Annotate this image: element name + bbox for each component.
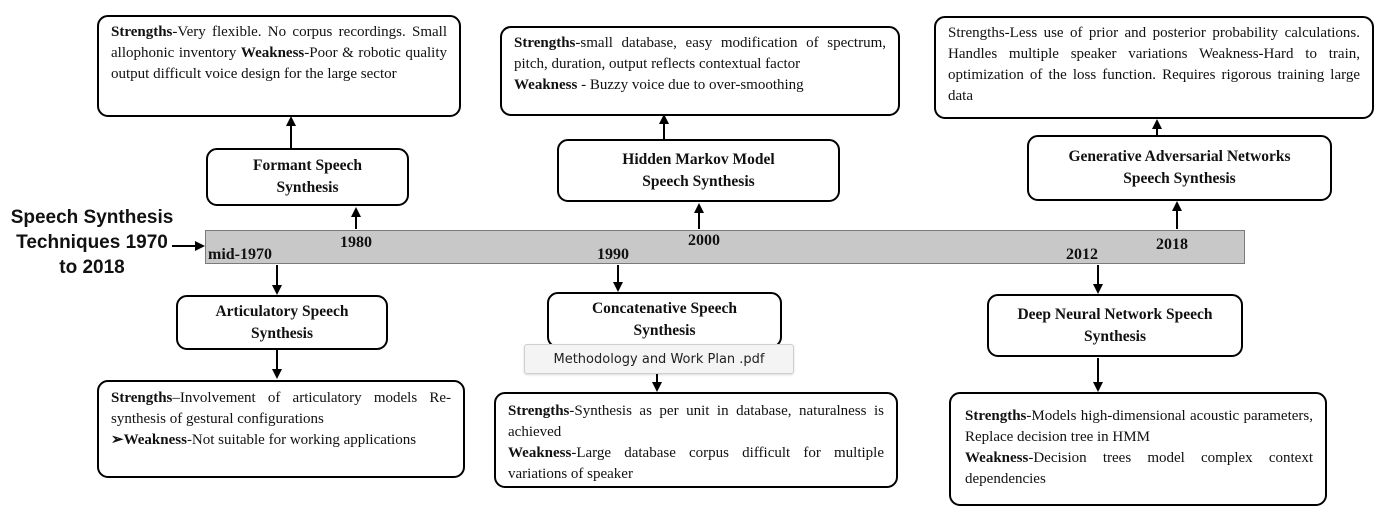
dnn-strengths-label: Strengths [965,408,1027,424]
articulatory-strengths-text: –Involvement of articulatory models Re-s… [111,390,451,427]
year-label-1980: 1980 [340,234,372,251]
hmm-title-line-2: Speech Synthesis [642,172,755,190]
concatenative-weakness-text: -Large database corpus difficult for mul… [508,445,884,482]
articulatory-title-line-2: Synthesis [250,324,313,342]
formant-weakness-label: Weakness [240,45,305,61]
hmm-title-line-1: Hidden Markov Model [622,150,775,168]
hmm-strengths-text: -small database, easy modification of sp… [514,35,886,72]
dnn-technique-box: Deep Neural Network Speech Synthesis [987,294,1243,357]
articulatory-strengths-label: Strengths [111,390,173,406]
dnn-strengths-text: -Models high-dimensional acoustic parame… [965,408,1313,445]
articulatory-details-box: Strengths–Involvement of articulatory mo… [97,380,465,478]
year-label-2000: 2000 [688,232,720,249]
gan-title-line-2: Speech Synthesis [1123,170,1236,187]
articulatory-weakness-label: Weakness [123,432,187,448]
year-label-2018: 2018 [1156,236,1188,253]
year-label-mid-1970: mid-1970 [208,246,272,263]
gan-technique-box: Generative Adversarial Networks Speech S… [1027,135,1332,201]
formant-technique-box: Formant Speech Synthesis [206,148,409,206]
articulatory-technique-box: Articulatory Speech Synthesis [176,295,388,350]
formant-strengths-text: -Very flexible. No corpus recordings. Sm… [111,24,447,61]
concatenative-weakness-label: Weakness [508,445,572,461]
articulatory-weakness-text: -Not suitable for working applications [186,432,417,448]
dnn-weakness-text: -Decision trees model complex context de… [965,450,1313,487]
file-name-tooltip: Methodology and Work Plan .pdf [524,344,794,374]
concatenative-title-line-2: Synthesis [633,322,696,339]
dnn-details-box: Strengths-Models high-dimensional acoust… [949,392,1327,506]
concatenative-details-box: Strengths-Synthesis as per unit in datab… [494,392,898,488]
gan-details-box: Strengths-Less use of prior and posterio… [934,16,1374,119]
hmm-strengths-label: Strengths [514,35,576,51]
formant-details-box: Strengths-Very flexible. No corpus recor… [97,15,461,117]
gan-details-text: Strengths-Less use of prior and posterio… [948,25,1360,104]
hmm-weakness-label: Weakness [514,77,578,93]
formant-strengths-label: Strengths [111,24,173,40]
hmm-technique-box: Hidden Markov Model Speech Synthesis [557,139,840,202]
concatenative-technique-box: Concatenative Speech Synthesis [547,292,782,348]
articulatory-title-line-1: Articulatory Speech [215,302,349,320]
hmm-weakness-text: - Buzzy voice due to over-smoothing [577,77,804,93]
title-line-1: Speech Synthesis [10,207,174,228]
title-line-2: Techniques 1970 [16,232,168,253]
dnn-title-line-1: Deep Neural Network Speech [1017,305,1213,323]
title-line-3: to 2018 [59,257,125,278]
formant-weakness-text: -Poor & robotic quality output difficult… [111,45,448,82]
dnn-weakness-label: Weakness [965,450,1029,466]
formant-title-line-1: Formant Speech [253,157,362,174]
concatenative-strengths-label: Strengths [508,403,570,419]
tooltip-text: Methodology and Work Plan .pdf [553,351,765,367]
concatenative-strengths-text: -Synthesis as per unit in database, natu… [508,403,884,440]
timeline-bar [205,230,1245,264]
hmm-details-box: Strengths-small database, easy modificat… [500,26,900,116]
year-label-2012: 2012 [1066,246,1098,263]
concatenative-title-line-1: Concatenative Speech [591,300,738,317]
gan-title-line-1: Generative Adversarial Networks [1068,148,1291,165]
year-label-1990: 1990 [597,246,629,263]
formant-title-line-2: Synthesis [276,179,339,196]
dnn-title-line-2: Synthesis [1083,327,1146,345]
diagram-title: Speech Synthesis Techniques 1970 to 2018 [4,205,180,280]
bullet-arrow-icon: ➢ [111,432,124,448]
